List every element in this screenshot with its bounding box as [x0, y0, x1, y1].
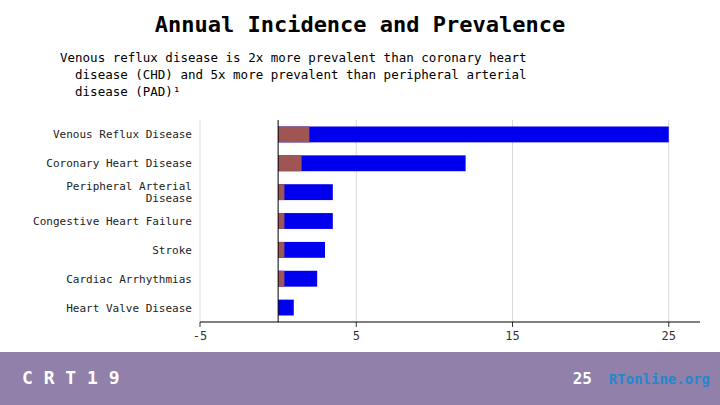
- chart-svg: Annual Incidence and Prevalence Venous re…: [0, 0, 720, 405]
- bar: [278, 126, 309, 142]
- tick-mark: [512, 322, 513, 327]
- annotation: RTonline.org: [609, 371, 710, 387]
- category-label-line: Cardiac Arrhythmias: [66, 273, 192, 286]
- category-label: Coronary Heart Disease: [46, 157, 192, 170]
- category-label: Congestive Heart Failure: [33, 215, 192, 228]
- category-label: Venous Reflux Disease: [53, 128, 192, 141]
- category-label: Cardiac Arrhythmias: [66, 273, 192, 286]
- category-label-line: Coronary Heart Disease: [46, 157, 192, 170]
- bars: [278, 126, 669, 315]
- title: Annual Incidence and Prevalence: [155, 12, 566, 37]
- bar: [278, 213, 284, 229]
- zero-line: [278, 120, 279, 322]
- tick-label: 5: [353, 329, 360, 343]
- bar: [278, 155, 301, 171]
- subtitle: disease (PAD)¹: [60, 84, 180, 99]
- bar: [278, 300, 294, 316]
- tick-label: 15: [505, 329, 519, 343]
- tick-mark: [356, 322, 357, 327]
- bar: [278, 271, 284, 287]
- bar: [278, 242, 284, 258]
- category-label-line: Venous Reflux Disease: [53, 128, 192, 141]
- footer: [0, 352, 720, 405]
- annotation: 25: [573, 369, 592, 388]
- grid-line: [668, 120, 669, 322]
- bar: [278, 126, 669, 142]
- category-label: Heart Valve Disease: [66, 302, 192, 315]
- tick-mark: [668, 322, 669, 327]
- bar: [278, 155, 466, 171]
- tick-label: -5: [193, 329, 207, 343]
- grid-line: [356, 120, 357, 322]
- grid-line: [512, 120, 513, 322]
- category-label-line: Stroke: [152, 244, 192, 257]
- category-label-line: Heart Valve Disease: [66, 302, 192, 315]
- category-label: Stroke: [152, 244, 192, 257]
- bar: [278, 184, 333, 200]
- tick-label: 25: [662, 329, 676, 343]
- bar: [278, 242, 325, 258]
- background: [0, 0, 720, 405]
- grid-line: [200, 120, 201, 322]
- tick-mark: [200, 322, 201, 327]
- bar: [278, 271, 317, 287]
- x-axis-line: [200, 322, 700, 323]
- chart-container: Annual Incidence and Prevalence Venous re…: [0, 0, 720, 405]
- subtitle: disease (CHD) and 5x more prevalent than…: [60, 67, 527, 82]
- category-label-line: Congestive Heart Failure: [33, 215, 192, 228]
- category-label-line: Disease: [146, 192, 192, 205]
- bar: [278, 184, 284, 200]
- subtitle: Venous reflux disease is 2x more prevale…: [60, 50, 527, 65]
- category-label: Peripheral ArterialDisease: [66, 180, 192, 205]
- bar: [278, 213, 333, 229]
- annotation: C R T 1 9: [22, 367, 120, 388]
